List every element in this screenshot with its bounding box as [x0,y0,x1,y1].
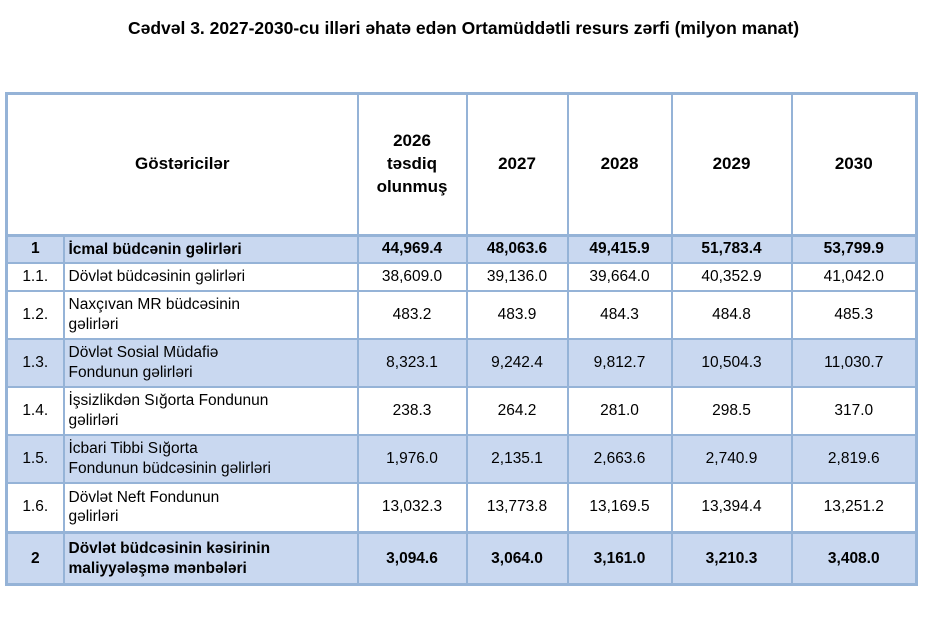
value-cell-2030: 13,251.2 [790,481,918,534]
value-cell-2030: 3,408.0 [790,531,918,586]
column-header-2026-approved: 2026 təsdiq olunmuş [356,92,468,237]
table-row-medical-insurance-fund-revenues: 1.5. İcbari Tibbi Sığorta Fondunun büdcə… [5,433,918,484]
value-cell-2027: 9,242.4 [465,337,569,388]
row-number-cell: 1.6. [5,481,65,534]
row-number-cell: 1.1. [5,261,65,292]
row-label-cell: Dövlət büdcəsinin kəsirinin maliyyələşmə… [62,531,359,586]
value-cell-2029: 10,504.3 [670,337,793,388]
row-number-cell: 1.5. [5,433,65,484]
table-row-nakhchivan-budget-revenues: 1.2. Naxçıvan MR büdcəsinin gəlirləri 48… [5,289,918,340]
table-row-consolidated-budget-revenues: 1 İcmal büdcənin gəlirləri 44,969.4 48,0… [5,234,918,264]
table-row-unemployment-insurance-fund-revenues: 1.4. İşsizlikdən Sığorta Fondunun gəlirl… [5,385,918,436]
row-label-cell: İcbari Tibbi Sığorta Fondunun büdcəsinin… [62,433,359,484]
row-number-cell: 2 [5,531,65,586]
row-number-cell: 1.4. [5,385,65,436]
value-cell-2028: 49,415.9 [566,234,673,264]
value-cell-2026: 44,969.4 [356,234,468,264]
value-cell-2030: 2,819.6 [790,433,918,484]
value-cell-2028: 2,663.6 [566,433,673,484]
value-cell-2026: 8,323.1 [356,337,468,388]
value-cell-2028: 281.0 [566,385,673,436]
value-cell-2029: 40,352.9 [670,261,793,292]
value-cell-2026: 38,609.0 [356,261,468,292]
value-cell-2027: 48,063.6 [465,234,569,264]
row-label-cell: İşsizlikdən Sığorta Fondunun gəlirləri [62,385,359,436]
value-cell-2027: 13,773.8 [465,481,569,534]
column-header-2027: 2027 [465,92,569,237]
table-caption: Cədvəl 3. 2027-2030-cu illəri əhatə edən… [127,18,800,38]
value-cell-2027: 39,136.0 [465,261,569,292]
value-cell-2028: 9,812.7 [566,337,673,388]
table-row-social-protection-fund-revenues: 1.3. Dövlət Sosial Müdafiə Fondunun gəli… [5,337,918,388]
document-page: Cədvəl 3. 2027-2030-cu illəri əhatə edən… [0,18,927,586]
value-cell-2026: 483.2 [356,289,468,340]
table-row-oil-fund-revenues: 1.6. Dövlət Neft Fondunun gəlirləri 13,0… [5,481,918,534]
value-cell-2026: 3,094.6 [356,531,468,586]
value-cell-2027: 264.2 [465,385,569,436]
value-cell-2026: 13,032.3 [356,481,468,534]
value-cell-2030: 41,042.0 [790,261,918,292]
value-cell-2030: 53,799.9 [790,234,918,264]
value-cell-2029: 13,394.4 [670,481,793,534]
resource-envelope-table: Göstəricilər 2026 təsdiq olunmuş 2027 20… [5,92,918,586]
column-header-2028: 2028 [566,92,673,237]
row-number-cell: 1 [5,234,65,264]
row-label-cell: İcmal büdcənin gəlirləri [62,234,359,264]
value-cell-2030: 317.0 [790,385,918,436]
value-cell-2030: 11,030.7 [790,337,918,388]
value-cell-2027: 3,064.0 [465,531,569,586]
table-header-row: Göstəricilər 2026 təsdiq olunmuş 2027 20… [5,92,918,237]
value-cell-2027: 483.9 [465,289,569,340]
row-label-cell: Dövlət Neft Fondunun gəlirləri [62,481,359,534]
row-number-cell: 1.3. [5,337,65,388]
column-header-2030: 2030 [790,92,918,237]
value-cell-2029: 3,210.3 [670,531,793,586]
row-label-cell: Dövlət Sosial Müdafiə Fondunun gəlirləri [62,337,359,388]
value-cell-2026: 1,976.0 [356,433,468,484]
value-cell-2026: 238.3 [356,385,468,436]
value-cell-2028: 484.3 [566,289,673,340]
value-cell-2029: 484.8 [670,289,793,340]
row-label-cell: Naxçıvan MR büdcəsinin gəlirləri [62,289,359,340]
value-cell-2028: 39,664.0 [566,261,673,292]
column-header-indicators: Göstəricilər [5,92,359,237]
value-cell-2028: 3,161.0 [566,531,673,586]
value-cell-2029: 298.5 [670,385,793,436]
value-cell-2027: 2,135.1 [465,433,569,484]
row-label-cell: Dövlət büdcəsinin gəlirləri [62,261,359,292]
row-number-cell: 1.2. [5,289,65,340]
value-cell-2029: 2,740.9 [670,433,793,484]
table-row-state-budget-revenues: 1.1. Dövlət büdcəsinin gəlirləri 38,609.… [5,261,918,292]
table-row-deficit-financing-sources: 2 Dövlət büdcəsinin kəsirinin maliyyələş… [5,531,918,586]
value-cell-2030: 485.3 [790,289,918,340]
value-cell-2028: 13,169.5 [566,481,673,534]
column-header-2029: 2029 [670,92,793,237]
value-cell-2029: 51,783.4 [670,234,793,264]
